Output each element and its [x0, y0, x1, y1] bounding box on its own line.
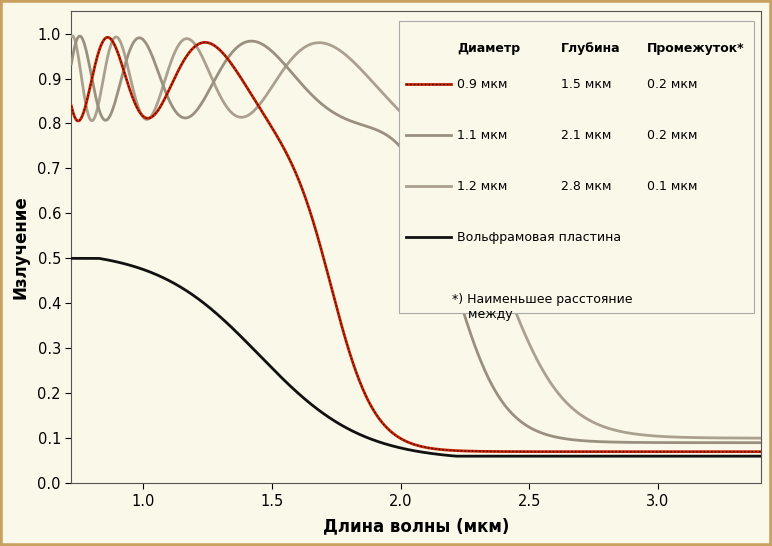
Text: *) Наименьшее расстояние
    между: *) Наименьшее расстояние между	[452, 293, 632, 321]
Text: Диаметр: Диаметр	[458, 42, 520, 55]
Text: 1.2 мкм: 1.2 мкм	[458, 180, 508, 193]
Text: Промежуток*: Промежуток*	[647, 42, 745, 55]
X-axis label: Длина волны (мкм): Длина волны (мкм)	[323, 517, 510, 535]
Text: 1.5 мкм: 1.5 мкм	[561, 78, 611, 91]
Text: 0.9 мкм: 0.9 мкм	[458, 78, 508, 91]
Text: 0.2 мкм: 0.2 мкм	[647, 129, 698, 142]
FancyBboxPatch shape	[399, 21, 754, 313]
Text: Вольфрамовая пластина: Вольфрамовая пластина	[458, 231, 621, 244]
Text: 0.2 мкм: 0.2 мкм	[647, 78, 698, 91]
Y-axis label: Излучение: Излучение	[11, 195, 29, 299]
Text: 2.8 мкм: 2.8 мкм	[561, 180, 611, 193]
Text: 1.1 мкм: 1.1 мкм	[458, 129, 508, 142]
Text: 2.1 мкм: 2.1 мкм	[561, 129, 611, 142]
Text: 0.1 мкм: 0.1 мкм	[647, 180, 698, 193]
Text: Глубина: Глубина	[561, 42, 621, 55]
